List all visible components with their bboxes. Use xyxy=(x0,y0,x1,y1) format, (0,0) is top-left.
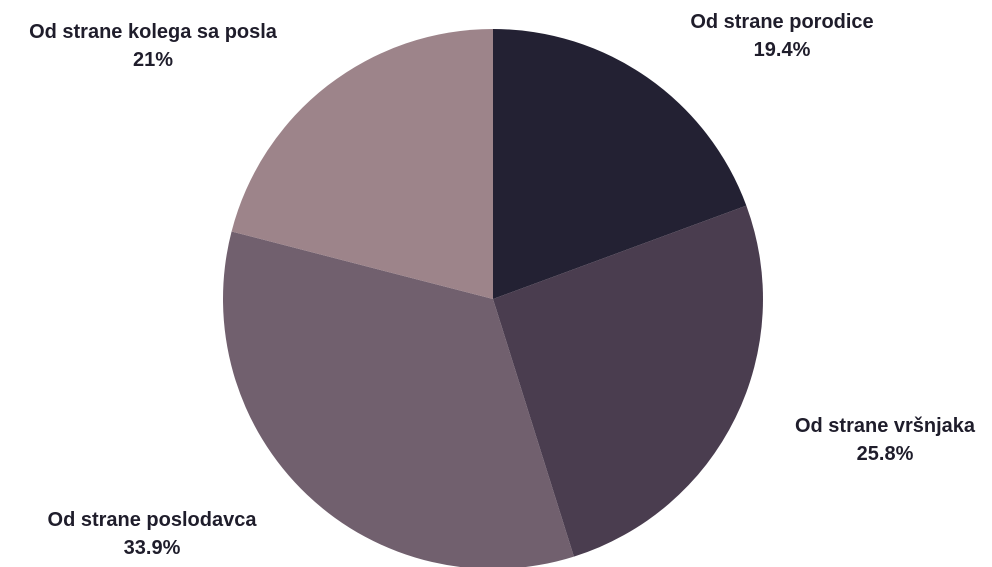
pie-slice-vrsnjaka xyxy=(493,205,763,557)
slice-name-porodice: Od strane porodice xyxy=(690,11,874,33)
slice-name-vrsnjaka: Od strane vršnjaka xyxy=(794,415,976,437)
pie-slice-porodice xyxy=(493,29,747,299)
slice-value-porodice: 19.4% xyxy=(753,39,811,61)
slice-name-kolega: Od strane kolega sa posla xyxy=(29,21,277,43)
slice-value-kolega: 21% xyxy=(132,49,174,71)
slice-value-poslodavca: 33.9% xyxy=(123,537,181,559)
slice-value-vrsnjaka: 25.8% xyxy=(856,443,914,465)
pie-slice-poslodavca xyxy=(223,231,574,567)
slice-name-poslodavca: Od strane poslodavca xyxy=(47,509,257,531)
pie-slice-kolega xyxy=(231,29,493,299)
